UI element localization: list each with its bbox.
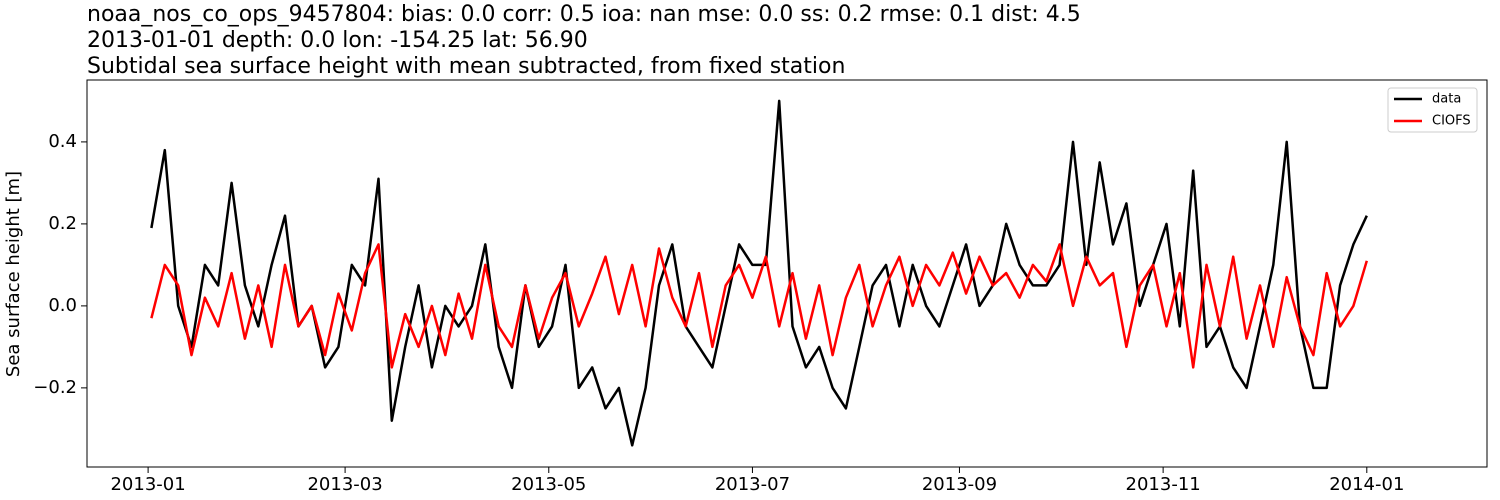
chart-title: 2013-01-01 depth: 0.0 lon: -154.25 lat: …: [87, 28, 588, 53]
series-line: [150, 99, 1368, 447]
series-line: [150, 243, 1368, 369]
y-tick-label: 0.4: [48, 131, 77, 152]
legend-label: data: [1432, 92, 1461, 107]
x-tick-label: 2013-05: [511, 474, 586, 495]
y-tick-label: −0.2: [33, 377, 77, 398]
y-tick-label: 0.0: [48, 295, 77, 316]
legend-label: CIOFS: [1432, 114, 1471, 129]
x-tick-label: 2013-11: [1126, 474, 1201, 495]
y-axis-label: Sea surface height [m]: [3, 171, 24, 377]
x-tick-label: 2013-03: [307, 474, 382, 495]
x-tick-label: 2014-01: [1329, 474, 1404, 495]
x-tick-label: 2013-09: [922, 474, 997, 495]
chart-title: Subtidal sea surface height with mean su…: [87, 54, 845, 79]
x-tick-label: 2013-01: [110, 474, 185, 495]
plot-frame: [86, 79, 1488, 468]
y-tick-label: 0.2: [48, 213, 77, 234]
chart-title: noaa_nos_co_ops_9457804: bias: 0.0 corr:…: [87, 2, 1081, 27]
x-tick-label: 2013-07: [715, 474, 790, 495]
